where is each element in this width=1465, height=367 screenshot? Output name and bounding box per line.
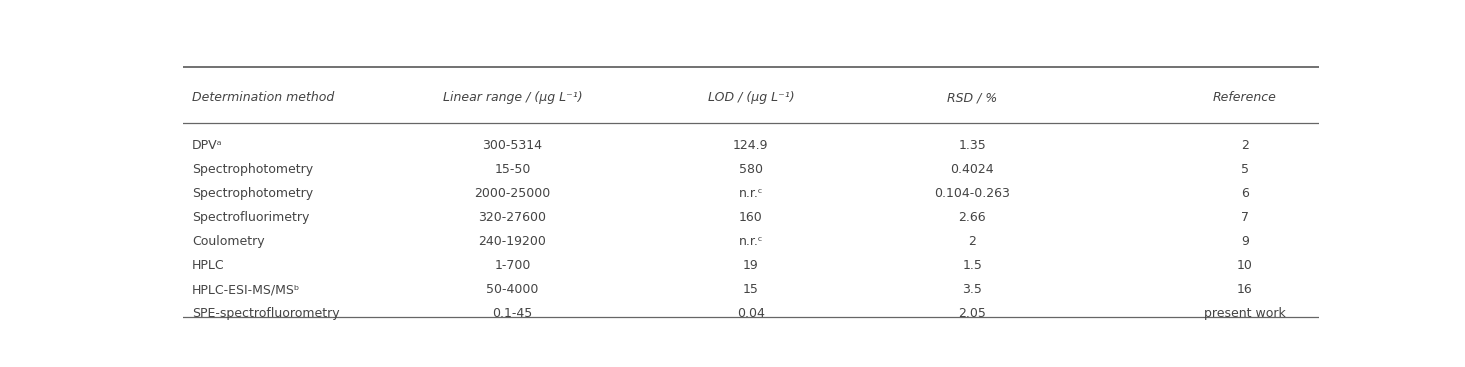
Text: 9: 9 [1241, 235, 1248, 248]
Text: 15-50: 15-50 [494, 163, 530, 176]
Text: 2.66: 2.66 [958, 211, 986, 224]
Text: RSD / %: RSD / % [946, 91, 998, 104]
Text: 1-700: 1-700 [494, 259, 530, 272]
Text: Coulometry: Coulometry [192, 235, 265, 248]
Text: 0.1-45: 0.1-45 [492, 308, 532, 320]
Text: 2: 2 [1241, 139, 1248, 152]
Text: Spectrofluorimetry: Spectrofluorimetry [192, 211, 309, 224]
Text: 6: 6 [1241, 187, 1248, 200]
Text: 7: 7 [1241, 211, 1248, 224]
Text: 240-19200: 240-19200 [479, 235, 546, 248]
Text: 0.04: 0.04 [737, 308, 765, 320]
Text: 2000-25000: 2000-25000 [475, 187, 551, 200]
Text: 160: 160 [738, 211, 763, 224]
Text: 1.5: 1.5 [963, 259, 982, 272]
Text: 3.5: 3.5 [963, 283, 982, 297]
Text: 124.9: 124.9 [732, 139, 769, 152]
Text: DPVᵃ: DPVᵃ [192, 139, 223, 152]
Text: Determination method: Determination method [192, 91, 334, 104]
Text: Spectrophotometry: Spectrophotometry [192, 163, 314, 176]
Text: n.r.ᶜ: n.r.ᶜ [738, 235, 763, 248]
Text: 300-5314: 300-5314 [482, 139, 542, 152]
Text: 5: 5 [1241, 163, 1248, 176]
Text: HPLC: HPLC [192, 259, 224, 272]
Text: 15: 15 [743, 283, 759, 297]
Text: 16: 16 [1236, 283, 1253, 297]
Text: 1.35: 1.35 [958, 139, 986, 152]
Text: 580: 580 [738, 163, 763, 176]
Text: 19: 19 [743, 259, 759, 272]
Text: 0.4024: 0.4024 [951, 163, 995, 176]
Text: present work: present work [1204, 308, 1286, 320]
Text: 2: 2 [968, 235, 976, 248]
Text: 2.05: 2.05 [958, 308, 986, 320]
Text: 10: 10 [1236, 259, 1253, 272]
Text: 0.104-0.263: 0.104-0.263 [935, 187, 1011, 200]
Text: SPE-spectrofluorometry: SPE-spectrofluorometry [192, 308, 340, 320]
Text: 50-4000: 50-4000 [486, 283, 539, 297]
Text: HPLC-ESI-MS/MSᵇ: HPLC-ESI-MS/MSᵇ [192, 283, 300, 297]
Text: Reference: Reference [1213, 91, 1276, 104]
Text: 320-27600: 320-27600 [479, 211, 546, 224]
Text: LOD / (μg L⁻¹): LOD / (μg L⁻¹) [708, 91, 794, 104]
Text: Linear range / (μg L⁻¹): Linear range / (μg L⁻¹) [442, 91, 582, 104]
Text: Spectrophotometry: Spectrophotometry [192, 187, 314, 200]
Text: n.r.ᶜ: n.r.ᶜ [738, 187, 763, 200]
